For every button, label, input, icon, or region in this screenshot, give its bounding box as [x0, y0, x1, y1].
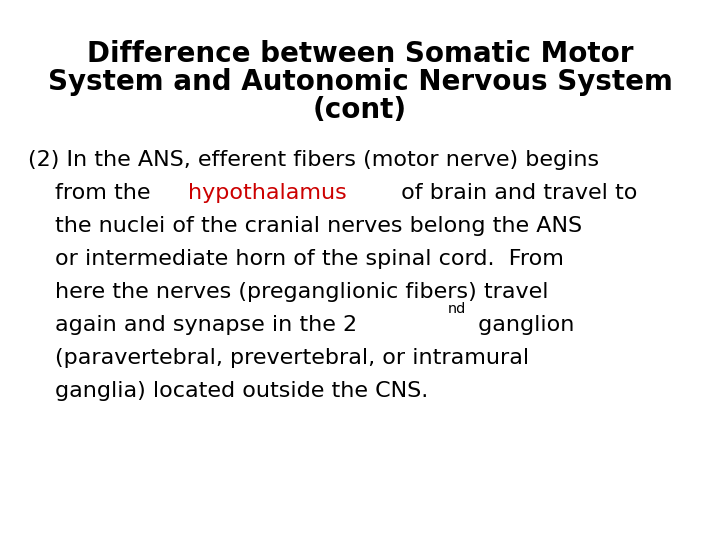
Text: or intermediate horn of the spinal cord.  From: or intermediate horn of the spinal cord.… — [55, 249, 564, 269]
Text: ganglion: ganglion — [471, 315, 575, 335]
Text: (2) In the ANS, efferent fibers (motor nerve) begins: (2) In the ANS, efferent fibers (motor n… — [28, 150, 599, 170]
Text: nd: nd — [447, 302, 466, 316]
Text: of brain and travel to: of brain and travel to — [395, 183, 638, 203]
Text: from the: from the — [55, 183, 158, 203]
Text: Difference between Somatic Motor: Difference between Somatic Motor — [86, 40, 634, 68]
Text: (paravertebral, prevertebral, or intramural: (paravertebral, prevertebral, or intramu… — [55, 348, 529, 368]
Text: hypothalamus: hypothalamus — [188, 183, 347, 203]
Text: System and Autonomic Nervous System: System and Autonomic Nervous System — [48, 68, 672, 96]
Text: (cont): (cont) — [313, 96, 407, 124]
Text: here the nerves (preganglionic fibers) travel: here the nerves (preganglionic fibers) t… — [55, 282, 549, 302]
Text: again and synapse in the 2: again and synapse in the 2 — [55, 315, 357, 335]
Text: the nuclei of the cranial nerves belong the ANS: the nuclei of the cranial nerves belong … — [55, 216, 582, 236]
Text: ganglia) located outside the CNS.: ganglia) located outside the CNS. — [55, 381, 428, 401]
